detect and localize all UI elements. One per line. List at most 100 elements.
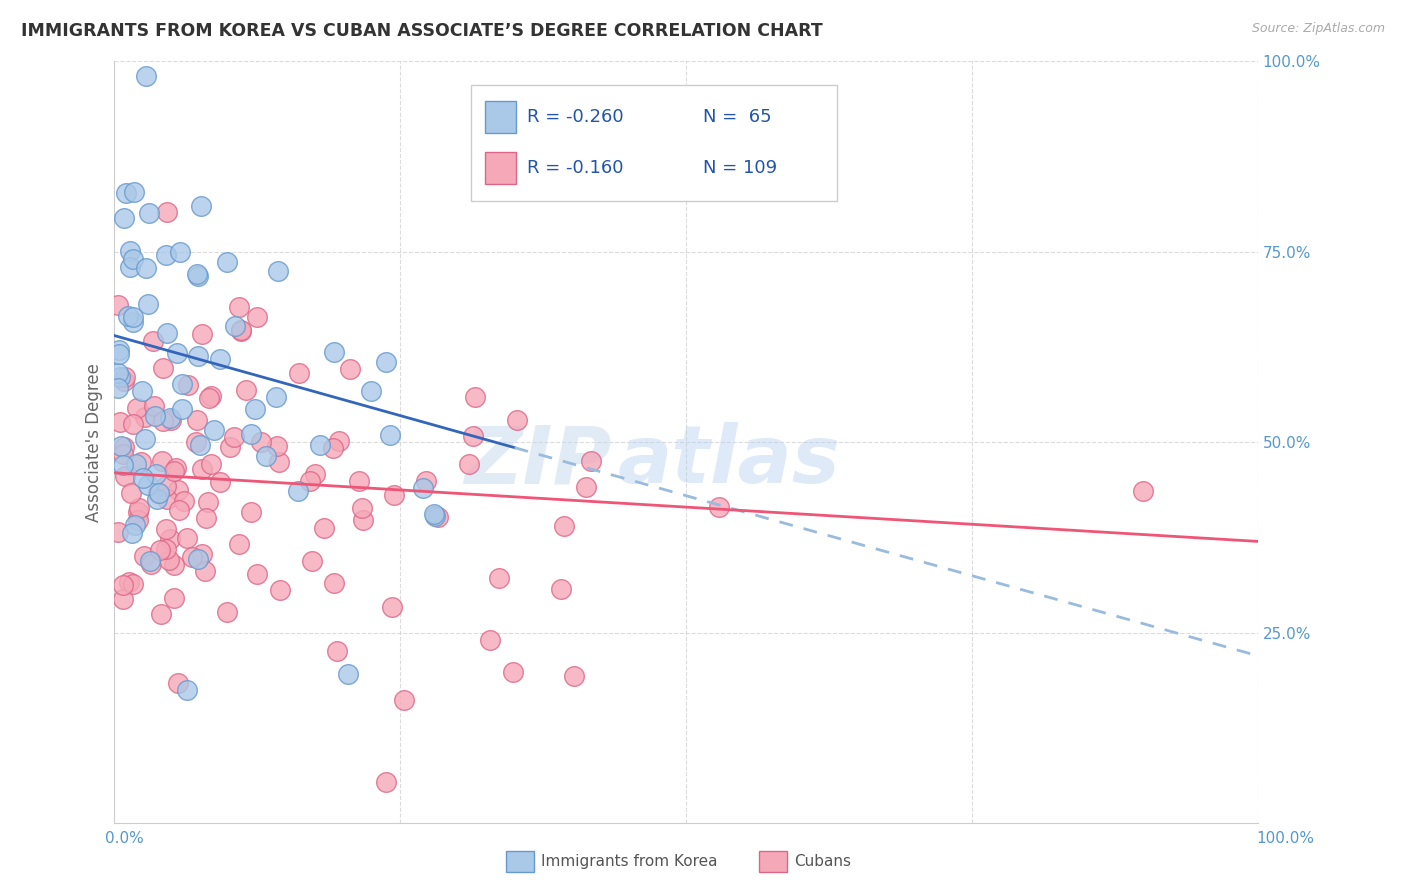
Point <box>107 381 129 395</box>
Point <box>138 206 160 220</box>
Point <box>139 554 162 568</box>
Point <box>550 582 572 596</box>
Point <box>120 486 142 500</box>
Point <box>412 481 434 495</box>
Point <box>118 260 141 275</box>
Point <box>148 486 170 500</box>
Point <box>108 370 131 384</box>
Point <box>107 298 129 312</box>
Point <box>394 693 416 707</box>
Point <box>118 244 141 258</box>
Point <box>267 455 290 469</box>
Point <box>176 531 198 545</box>
Point <box>574 480 596 494</box>
Point <box>506 413 529 427</box>
Point <box>131 384 153 398</box>
Point <box>172 377 194 392</box>
Point <box>287 484 309 499</box>
Point <box>243 402 266 417</box>
Point <box>139 557 162 571</box>
Point <box>107 366 129 380</box>
Point <box>142 334 165 349</box>
Point <box>288 367 311 381</box>
Point <box>181 549 204 564</box>
Text: Cubans: Cubans <box>794 855 852 869</box>
Point <box>143 409 166 424</box>
Point <box>269 583 291 598</box>
Point <box>208 475 231 490</box>
Point <box>107 525 129 540</box>
Point <box>187 552 209 566</box>
Point <box>382 488 405 502</box>
Point <box>135 261 157 276</box>
Point <box>167 503 190 517</box>
Point <box>464 390 486 404</box>
Point <box>150 607 173 622</box>
Point <box>208 351 231 366</box>
Point <box>322 441 344 455</box>
Point <box>143 399 166 413</box>
Point <box>121 525 143 540</box>
Point <box>309 438 332 452</box>
Point <box>110 415 132 429</box>
Point <box>191 547 214 561</box>
Text: Source: ZipAtlas.com: Source: ZipAtlas.com <box>1251 22 1385 36</box>
Text: R = -0.160: R = -0.160 <box>527 160 624 178</box>
Point <box>423 509 446 524</box>
Point <box>229 323 252 337</box>
Point <box>118 575 141 590</box>
Point <box>136 478 159 492</box>
Point <box>135 70 157 84</box>
Point <box>299 474 322 488</box>
Point <box>463 429 485 443</box>
Point <box>159 413 181 427</box>
Point <box>163 591 186 605</box>
Point <box>127 513 149 527</box>
Point <box>186 267 208 281</box>
Point <box>128 501 150 516</box>
Point <box>156 205 179 219</box>
Point <box>122 310 145 324</box>
Point <box>170 402 193 417</box>
Point <box>304 467 326 482</box>
Point <box>159 410 181 425</box>
Point <box>111 578 134 592</box>
Point <box>202 423 225 437</box>
Point <box>121 576 143 591</box>
Point <box>127 505 149 519</box>
Point <box>194 510 217 524</box>
Point <box>145 467 167 482</box>
Point <box>375 355 398 369</box>
Point <box>124 518 146 533</box>
Point <box>163 558 186 572</box>
Point <box>350 500 373 515</box>
Point <box>186 413 208 427</box>
Point <box>111 458 134 472</box>
Point <box>562 669 585 683</box>
Point <box>112 374 135 388</box>
Point <box>266 439 288 453</box>
Point <box>155 541 177 556</box>
Point <box>155 478 177 492</box>
Point <box>136 296 159 310</box>
Point <box>374 775 396 789</box>
Point <box>176 682 198 697</box>
Point <box>378 428 401 442</box>
Point <box>502 665 524 679</box>
Text: N = 109: N = 109 <box>703 160 778 178</box>
Point <box>215 255 238 269</box>
Point <box>117 309 139 323</box>
Point <box>125 457 148 471</box>
Point <box>267 264 290 278</box>
Text: R = -0.260: R = -0.260 <box>527 108 624 126</box>
Point <box>112 440 135 454</box>
Point <box>149 543 172 558</box>
Point <box>188 438 211 452</box>
Point <box>110 439 132 453</box>
Point <box>122 315 145 329</box>
Point <box>1132 484 1154 499</box>
Point <box>198 391 221 405</box>
Point <box>415 474 437 488</box>
Point <box>152 414 174 428</box>
Point <box>159 532 181 546</box>
